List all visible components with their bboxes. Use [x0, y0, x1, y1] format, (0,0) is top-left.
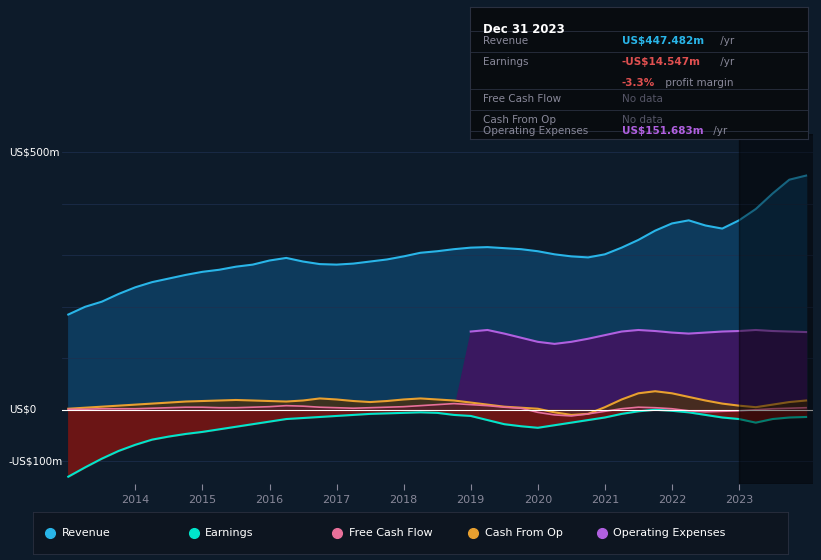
Text: No data: No data	[621, 94, 663, 104]
Text: /yr: /yr	[717, 57, 734, 67]
Text: -3.3%: -3.3%	[621, 78, 655, 88]
Text: -US$14.547m: -US$14.547m	[621, 57, 701, 67]
Text: US$0: US$0	[9, 405, 36, 415]
Text: /yr: /yr	[710, 126, 727, 136]
Text: Revenue: Revenue	[483, 36, 528, 46]
Text: US$447.482m: US$447.482m	[621, 36, 704, 46]
Text: US$151.683m: US$151.683m	[621, 126, 704, 136]
Text: -US$100m: -US$100m	[9, 456, 63, 466]
Text: /yr: /yr	[717, 36, 734, 46]
Text: No data: No data	[621, 115, 663, 125]
Text: Revenue: Revenue	[62, 529, 110, 538]
Text: Earnings: Earnings	[205, 529, 254, 538]
Bar	[739, 134, 819, 484]
Text: Operating Expenses: Operating Expenses	[483, 126, 589, 136]
Text: Cash From Op: Cash From Op	[483, 115, 556, 125]
Text: Operating Expenses: Operating Expenses	[613, 529, 725, 538]
Text: Earnings: Earnings	[483, 57, 529, 67]
Text: Free Cash Flow: Free Cash Flow	[483, 94, 562, 104]
Text: profit margin: profit margin	[663, 78, 734, 88]
Text: Cash From Op: Cash From Op	[484, 529, 562, 538]
Text: Free Cash Flow: Free Cash Flow	[349, 529, 432, 538]
Text: US$500m: US$500m	[9, 147, 59, 157]
Text: Dec 31 2023: Dec 31 2023	[483, 22, 565, 36]
